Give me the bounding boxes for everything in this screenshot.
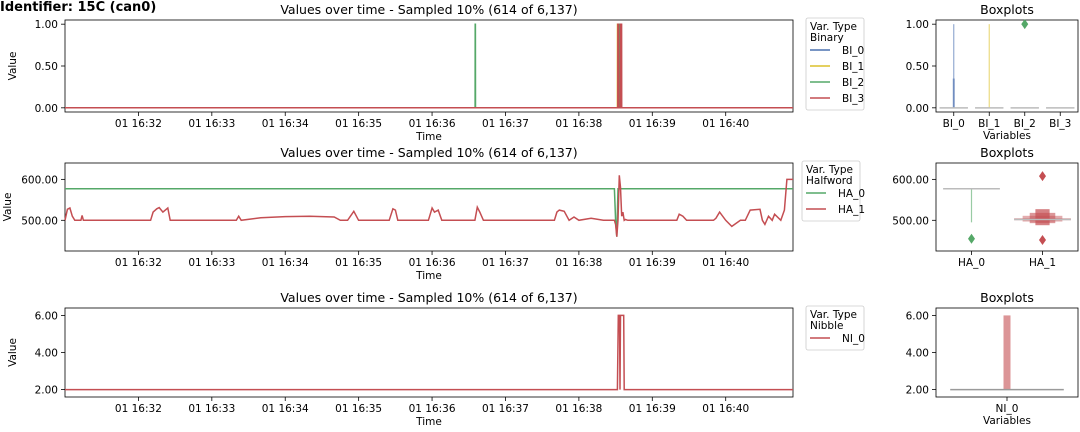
y-tick-label: 6.00 xyxy=(906,310,929,322)
x-tick-label: 01 16:33 xyxy=(188,257,235,269)
outlier-ha_1 xyxy=(1039,234,1046,245)
x-tick-label: 01 16:32 xyxy=(115,257,162,269)
outlier-ha_0 xyxy=(968,233,975,244)
y-tick-label: 600.00 xyxy=(892,174,929,186)
y-tick-label: 2.00 xyxy=(35,385,58,397)
boxplot-title: Boxplots xyxy=(980,290,1034,305)
x-tick-label: 01 16:36 xyxy=(409,257,456,269)
boxplot-x-label: Variables xyxy=(983,130,1031,142)
y-axis-label: Value xyxy=(2,193,14,222)
outlier-bi_2 xyxy=(1021,19,1029,30)
x-tick-label: 01 16:40 xyxy=(702,257,749,269)
legend-label-bi_2: BI_2 xyxy=(842,77,864,89)
legend-label-ni_0: NI_0 xyxy=(842,333,865,345)
y-axis-label: Value xyxy=(7,338,19,367)
y-tick-label: 2.00 xyxy=(906,385,929,397)
series-line-bi_3 xyxy=(65,23,793,109)
y-tick-label: 500.00 xyxy=(892,215,929,227)
legend-label-bi_3: BI_3 xyxy=(842,93,864,105)
boxplot-title: Boxplots xyxy=(980,2,1034,17)
outlier-ha_1 xyxy=(1039,171,1046,182)
y-tick-label: 0.00 xyxy=(906,103,929,115)
y-tick-label: 0.00 xyxy=(35,103,58,115)
x-axis-label: Time xyxy=(415,131,442,143)
y-tick-label: 6.00 xyxy=(35,310,58,322)
x-tick-label: 01 16:35 xyxy=(335,257,382,269)
legend-box xyxy=(801,160,861,222)
series-line-ha_1 xyxy=(64,175,793,237)
legend-subtitle: Binary xyxy=(810,32,844,44)
boxplot-x-label: Variables xyxy=(983,415,1031,427)
y-tick-label: 0.50 xyxy=(906,61,929,73)
y-tick-label: 1.00 xyxy=(906,19,929,31)
x-tick-label: 01 16:34 xyxy=(262,118,309,130)
x-tick-label: 01 16:39 xyxy=(629,118,676,130)
legend-label-ha_0: HA_0 xyxy=(838,188,865,200)
x-tick-label: 01 16:34 xyxy=(262,257,309,269)
x-tick-label: 01 16:34 xyxy=(262,403,309,415)
y-tick-label: 4.00 xyxy=(906,348,929,360)
legend-title: Var. Type xyxy=(810,21,857,33)
plot-area xyxy=(64,307,794,398)
x-tick-label: 01 16:37 xyxy=(482,257,529,269)
chart-title: Values over time - Sampled 10% (614 of 6… xyxy=(280,2,577,17)
x-tick-label: 01 16:36 xyxy=(409,403,456,415)
legend-box xyxy=(805,305,865,351)
x-tick-label: 01 16:40 xyxy=(702,403,749,415)
x-tick-label: 01 16:32 xyxy=(115,403,162,415)
x-tick-label: 01 16:37 xyxy=(482,118,529,130)
category-label-ni_0: NI_0 xyxy=(996,403,1019,415)
y-tick-label: 1.00 xyxy=(35,19,58,31)
x-axis-label: Time xyxy=(415,416,442,428)
legend-label-ha_1: HA_1 xyxy=(838,204,865,216)
boxplot-title: Boxplots xyxy=(980,145,1034,160)
x-tick-label: 01 16:39 xyxy=(629,403,676,415)
boxplot-area xyxy=(935,19,1079,113)
category-label-ha_0: HA_0 xyxy=(958,257,985,269)
x-axis-label: Time xyxy=(415,270,442,282)
legend-title: Var. Type xyxy=(810,309,857,321)
x-tick-label: 01 16:36 xyxy=(409,118,456,130)
category-label-ha_1: HA_1 xyxy=(1029,257,1056,269)
y-tick-label: 500.00 xyxy=(21,215,58,227)
x-tick-label: 01 16:38 xyxy=(555,257,602,269)
category-label-bi_3: BI_3 xyxy=(1049,118,1071,130)
x-tick-label: 01 16:33 xyxy=(188,403,235,415)
legend-subtitle: Halfword xyxy=(806,175,853,187)
legend-subtitle: Nibble xyxy=(810,320,843,332)
series-line-ni_0 xyxy=(65,314,793,391)
x-tick-label: 01 16:38 xyxy=(555,403,602,415)
box-bar-ni_0 xyxy=(1003,315,1011,390)
box-bar-bi_0 xyxy=(952,78,955,108)
boxplot-area xyxy=(935,162,1079,252)
identifier-label: Identifier: 15C (can0) xyxy=(0,0,157,15)
x-tick-label: 01 16:37 xyxy=(482,403,529,415)
plot-area xyxy=(64,162,794,252)
legend-title: Var. Type xyxy=(806,164,853,176)
legend-label-bi_0: BI_0 xyxy=(842,45,864,57)
y-tick-label: 0.50 xyxy=(35,61,58,73)
category-label-bi_0: BI_0 xyxy=(943,118,965,130)
box-body-ha_1 xyxy=(1035,209,1050,226)
y-tick-label: 600.00 xyxy=(21,174,58,186)
x-tick-label: 01 16:38 xyxy=(555,118,602,130)
x-tick-label: 01 16:32 xyxy=(115,118,162,130)
category-label-bi_2: BI_2 xyxy=(1014,118,1036,130)
category-label-bi_1: BI_1 xyxy=(978,118,1000,130)
x-tick-label: 01 16:39 xyxy=(629,257,676,269)
chart-title: Values over time - Sampled 10% (614 of 6… xyxy=(280,145,577,160)
x-tick-label: 01 16:33 xyxy=(188,118,235,130)
x-tick-label: 01 16:35 xyxy=(335,403,382,415)
y-tick-label: 4.00 xyxy=(35,348,58,360)
chart-title: Values over time - Sampled 10% (614 of 6… xyxy=(280,290,577,305)
plot-area xyxy=(64,19,794,113)
x-tick-label: 01 16:35 xyxy=(335,118,382,130)
x-tick-label: 01 16:40 xyxy=(702,118,749,130)
y-axis-label: Value xyxy=(7,52,19,81)
legend-label-bi_1: BI_1 xyxy=(842,61,864,73)
legend-box xyxy=(805,17,865,111)
